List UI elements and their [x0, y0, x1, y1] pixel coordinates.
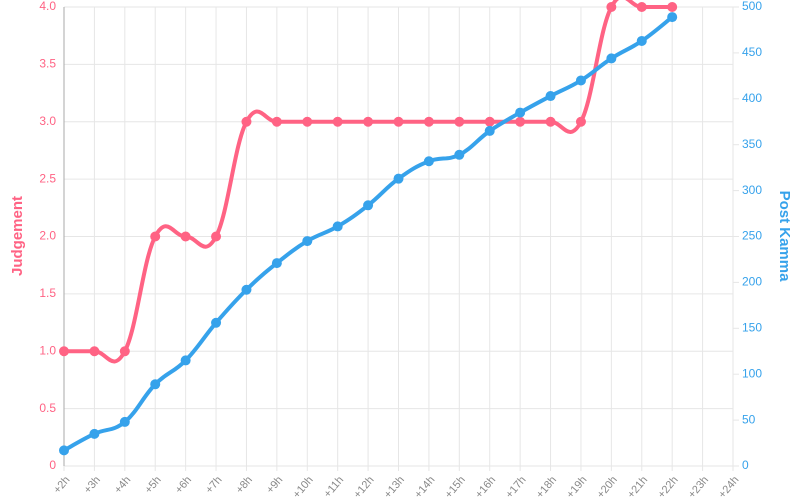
- y2-tick-label: 200: [742, 275, 762, 289]
- y2-tick-label: 450: [742, 45, 762, 59]
- y2-tick-label: 400: [742, 91, 762, 105]
- data-point: [667, 12, 678, 23]
- data-point: [89, 346, 100, 357]
- data-point: [59, 346, 69, 357]
- data-point: [545, 91, 556, 102]
- y2-axis-title: Post Kamma: [776, 191, 793, 283]
- data-point: [332, 116, 343, 127]
- data-point: [180, 231, 191, 242]
- y2-tick-label: 350: [742, 137, 762, 151]
- data-point: [241, 284, 252, 295]
- x-tick-label: +5h: [143, 474, 164, 496]
- data-point: [636, 35, 647, 46]
- y-tick-label: 4.0: [39, 0, 56, 13]
- x-tick-label: +8h: [234, 474, 255, 496]
- data-point: [484, 125, 495, 136]
- data-point: [271, 116, 282, 127]
- x-tick-label: +11h: [322, 474, 347, 500]
- data-point: [211, 231, 222, 242]
- data-point: [575, 75, 586, 86]
- data-point: [150, 379, 161, 390]
- data-point: [119, 416, 130, 427]
- x-tick-label: +14h: [412, 474, 437, 500]
- x-tick-label: +17h: [504, 474, 529, 500]
- data-point: [302, 236, 313, 247]
- data-point: [423, 156, 434, 167]
- x-tick-label: +21h: [625, 474, 650, 500]
- x-tick-label: +16h: [473, 474, 498, 500]
- x-tick-label: +22h: [656, 474, 681, 500]
- x-tick-label: +7h: [203, 474, 224, 496]
- y-axis-title: Judgement: [9, 196, 26, 276]
- data-point: [484, 116, 495, 127]
- data-point: [454, 149, 465, 160]
- x-tick-label: +4h: [112, 474, 133, 496]
- data-point: [606, 2, 617, 12]
- y2-tick-label: 500: [742, 0, 762, 13]
- x-tick-label: +23h: [686, 474, 711, 500]
- data-point: [59, 445, 69, 456]
- x-tick-label: +6h: [173, 474, 194, 496]
- x-tick-label: +12h: [351, 474, 376, 500]
- y2-tick-label: 100: [742, 366, 762, 380]
- x-tick-label: +24h: [716, 474, 741, 500]
- data-point: [119, 346, 130, 357]
- data-point: [515, 107, 526, 118]
- data-point: [332, 221, 343, 232]
- data-point: [393, 116, 404, 127]
- data-point: [423, 116, 434, 127]
- data-point: [667, 2, 678, 12]
- y2-tick-label: 250: [742, 229, 762, 243]
- data-point: [302, 116, 313, 127]
- data-point: [89, 428, 100, 439]
- y2-tick-label: 300: [742, 183, 762, 197]
- x-tick-label: +20h: [595, 474, 620, 500]
- data-point: [180, 355, 191, 366]
- data-point: [150, 231, 161, 242]
- y-tick-label: 3.0: [39, 114, 56, 128]
- y-tick-label: 1.5: [39, 286, 56, 300]
- y2-tick-label: 50: [742, 412, 756, 426]
- x-tick-label: +9h: [264, 474, 285, 496]
- y2-tick-label: 150: [742, 320, 762, 334]
- y-tick-label: 1.0: [39, 343, 56, 357]
- x-tick-label: +15h: [443, 474, 468, 500]
- data-point: [575, 116, 586, 127]
- data-point: [545, 116, 556, 127]
- data-point: [393, 173, 404, 184]
- data-point: [606, 53, 617, 64]
- y-tick-label: 2.0: [39, 229, 56, 243]
- data-point: [363, 200, 374, 211]
- y-tick-label: 0: [49, 458, 56, 472]
- data-point: [636, 2, 647, 12]
- x-tick-label: +3h: [82, 474, 103, 496]
- x-tick-label: +13h: [382, 474, 407, 500]
- y-tick-label: 2.5: [39, 171, 56, 185]
- data-point: [271, 258, 282, 269]
- y2-tick-label: 0: [742, 458, 749, 472]
- x-tick-label: +18h: [534, 474, 559, 500]
- x-tick-label: +19h: [564, 474, 589, 500]
- x-tick-label: +10h: [291, 474, 316, 500]
- data-point: [515, 116, 526, 127]
- x-tick-label: +2h: [51, 474, 72, 496]
- data-point: [241, 116, 252, 127]
- y-tick-label: 0.5: [39, 401, 56, 415]
- data-point: [454, 116, 465, 127]
- y-tick-label: 3.5: [39, 57, 56, 71]
- data-point: [363, 116, 374, 127]
- data-point: [211, 317, 222, 328]
